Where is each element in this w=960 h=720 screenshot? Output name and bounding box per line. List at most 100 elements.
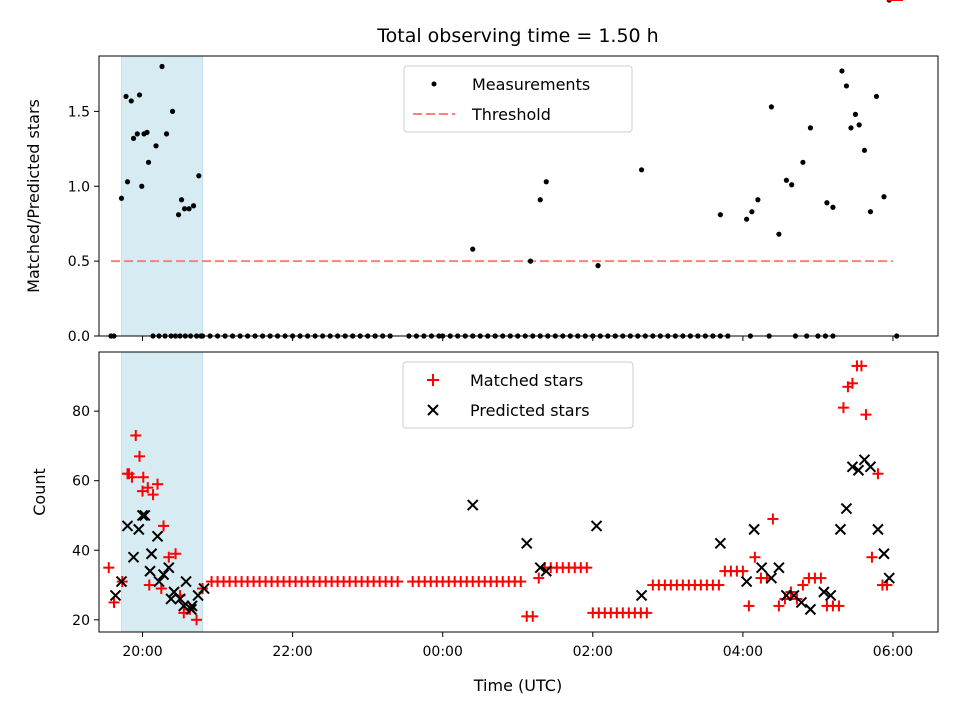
measurement-point bbox=[843, 83, 850, 89]
predicted-star-point bbox=[804, 603, 817, 616]
matched-star-point bbox=[137, 485, 149, 497]
measurement-point bbox=[717, 212, 723, 218]
matched-star-point bbox=[581, 562, 593, 574]
bottom-axes-frame bbox=[98, 351, 939, 633]
predicted-star-point bbox=[185, 603, 198, 616]
matched-star-point bbox=[713, 579, 725, 591]
matched-star-point bbox=[137, 471, 149, 483]
legend-measurements-label: Measurements bbox=[472, 75, 590, 94]
measurement-point bbox=[178, 197, 185, 203]
measurement-point bbox=[543, 179, 549, 185]
measurement-point bbox=[163, 131, 170, 137]
matched-star-point bbox=[163, 551, 175, 563]
predicted-star-point bbox=[163, 561, 175, 574]
legend-matched-marker bbox=[427, 374, 439, 386]
bottom-legend: Matched stars Predicted stars bbox=[402, 361, 634, 429]
legend-predicted-marker bbox=[427, 404, 439, 416]
measurement-point bbox=[139, 183, 145, 189]
matched-star-points bbox=[103, 0, 903, 626]
bottom-y-tick-label: 20 bbox=[72, 613, 90, 629]
predicted-star-point bbox=[740, 575, 753, 588]
predicted-star-point bbox=[157, 568, 170, 581]
matched-star-point bbox=[130, 429, 142, 441]
matched-star-point bbox=[108, 596, 120, 608]
predicted-star-point bbox=[198, 582, 210, 595]
predicted-star-point bbox=[714, 537, 727, 550]
legend-measurement-marker bbox=[431, 81, 437, 87]
measurement-point bbox=[638, 167, 645, 173]
measurement-point bbox=[848, 125, 854, 131]
bottom-y-ticks: 20 40 60 80 bbox=[72, 404, 99, 629]
x-tick-label: 00:00 bbox=[423, 644, 463, 660]
predicted-star-point bbox=[883, 572, 895, 584]
chart-title: Total observing time = 1.50 h bbox=[376, 25, 658, 47]
measurement-point bbox=[744, 216, 750, 222]
matched-star-point bbox=[749, 551, 761, 563]
predicted-star-point bbox=[145, 548, 158, 560]
measurement-point bbox=[537, 197, 543, 203]
measurement-point bbox=[144, 129, 150, 135]
matched-star-point bbox=[866, 551, 878, 563]
matched-star-point bbox=[855, 360, 867, 372]
matched-star-point bbox=[837, 402, 849, 414]
bottom-x-ticks: 20:00 22:00 00:00 02:00 04:00 06:00 bbox=[122, 632, 913, 660]
measurement-point bbox=[824, 200, 830, 206]
predicted-star-point bbox=[834, 523, 847, 536]
legend-predicted-label: Predicted stars bbox=[470, 401, 590, 420]
x-tick-label: 04:00 bbox=[723, 644, 763, 660]
measurement-point bbox=[145, 159, 152, 165]
measurement-point bbox=[159, 63, 165, 70]
measurement-point bbox=[789, 182, 795, 188]
predicted-star-point bbox=[534, 561, 546, 574]
predicted-star-point bbox=[878, 548, 890, 560]
measurement-point bbox=[783, 177, 790, 183]
predicted-star-point bbox=[174, 593, 186, 605]
predicted-star-point bbox=[795, 596, 808, 609]
top-legend: Measurements Threshold bbox=[403, 65, 633, 133]
top-y-tick-label: 0.5 bbox=[68, 254, 90, 270]
predicted-star-point bbox=[540, 565, 552, 577]
matched-star-point bbox=[134, 450, 146, 462]
top-y-ticks: 0.0 0.5 1.0 1.5 bbox=[68, 104, 99, 345]
matched-star-point bbox=[158, 520, 170, 532]
top-y-tick-label: 1.5 bbox=[68, 104, 90, 120]
predicted-star-point bbox=[840, 502, 853, 515]
matched-star-point bbox=[103, 562, 115, 574]
matched-star-point bbox=[815, 572, 827, 584]
bottom-y-tick-label: 40 bbox=[72, 543, 90, 559]
matched-star-point bbox=[860, 409, 872, 421]
bottom-legend-box bbox=[402, 361, 634, 429]
matched-star-point bbox=[773, 600, 785, 612]
measurement-point bbox=[124, 179, 131, 185]
measurement-point bbox=[595, 263, 601, 269]
predicted-star-point bbox=[136, 509, 149, 522]
measurement-point bbox=[153, 143, 159, 149]
measurement-point bbox=[856, 122, 862, 128]
top-legend-box bbox=[403, 65, 633, 133]
predicted-star-point bbox=[824, 589, 837, 602]
matched-star-point bbox=[170, 548, 182, 560]
matched-star-point bbox=[143, 579, 155, 591]
matched-star-point bbox=[152, 478, 164, 490]
matched-star-point bbox=[846, 377, 858, 389]
x-tick-label: 22:00 bbox=[272, 644, 312, 660]
top-y-axis-label: Matched/Predicted stars bbox=[24, 99, 43, 293]
predicted-star-point bbox=[133, 523, 145, 536]
predicted-star-point bbox=[521, 537, 533, 550]
predicted-star-point bbox=[748, 523, 760, 536]
x-tick-label: 06:00 bbox=[873, 644, 913, 660]
predicted-star-point bbox=[178, 600, 190, 612]
top-axes-frame bbox=[98, 55, 939, 337]
measurement-point bbox=[134, 131, 140, 137]
predicted-star-point bbox=[115, 575, 128, 588]
measurement-point bbox=[190, 203, 197, 209]
top-y-tick-label: 1.0 bbox=[68, 179, 90, 195]
matched-star-point bbox=[515, 576, 527, 588]
predicted-star-point bbox=[864, 461, 877, 473]
predicted-star-point bbox=[180, 575, 192, 588]
predicted-star-point bbox=[139, 509, 151, 522]
measurement-point bbox=[755, 197, 761, 203]
matched-star-point bbox=[191, 614, 203, 626]
